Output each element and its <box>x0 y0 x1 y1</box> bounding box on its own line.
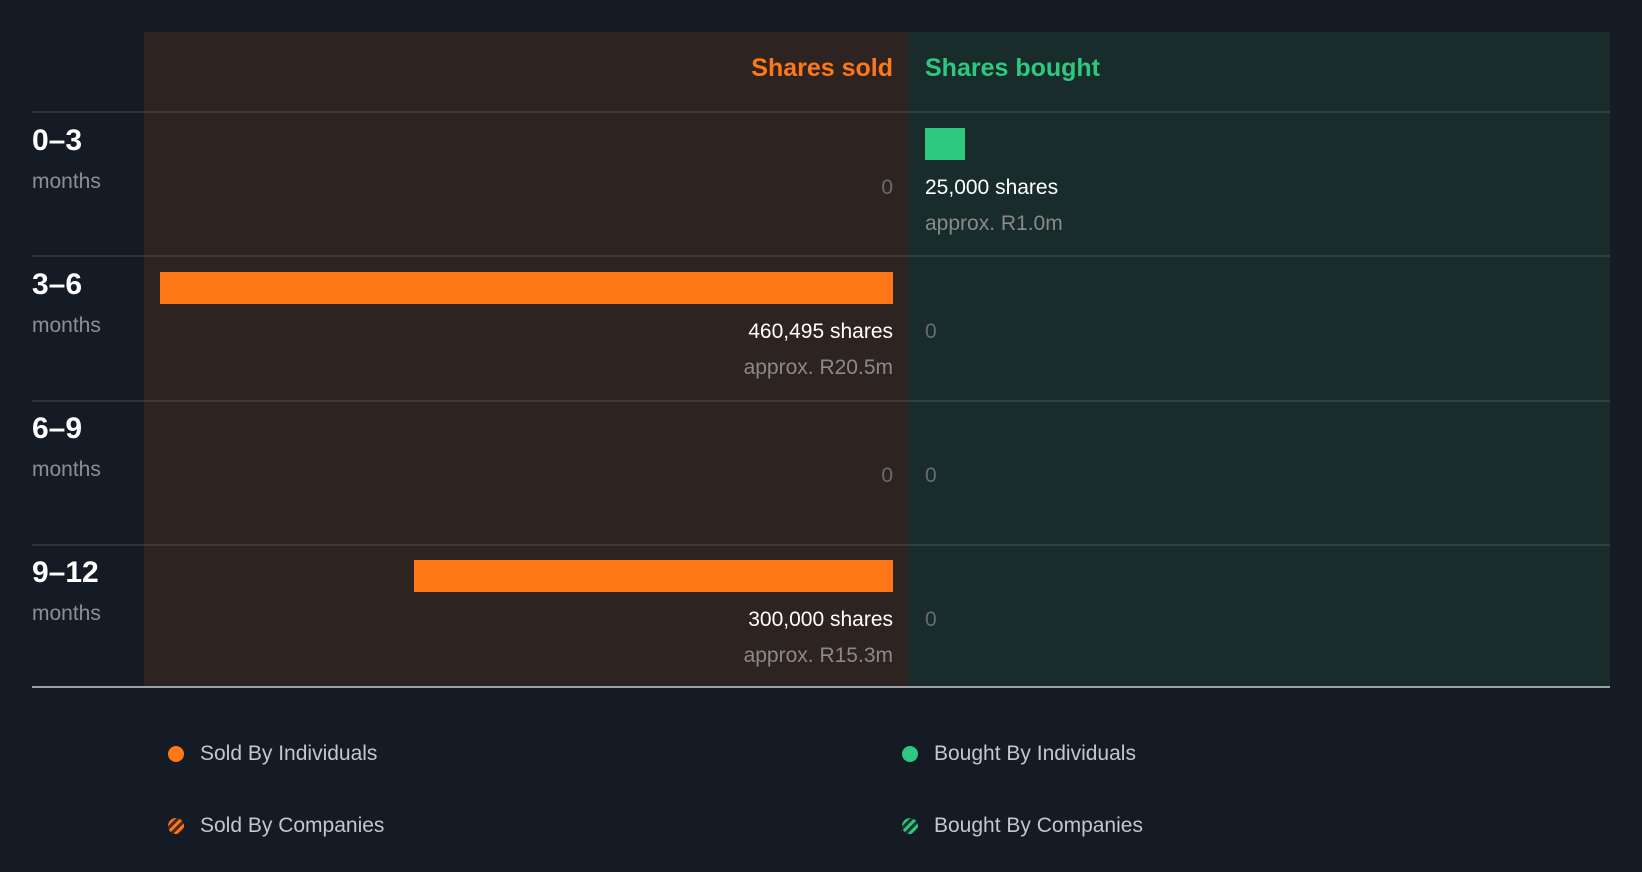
row-label-3-6: 3–6 months <box>32 268 101 338</box>
row-label-6-9: 6–9 months <box>32 412 101 482</box>
row-range: 6–9 <box>32 412 83 445</box>
divider <box>32 255 1610 257</box>
sold-bar <box>160 272 893 304</box>
bought-bar <box>925 128 965 160</box>
row-unit: months <box>32 458 101 481</box>
sold-zero-value: 0 <box>881 464 893 487</box>
sold-shares-value: 460,495 shares <box>748 320 893 343</box>
row-range: 0–3 <box>32 124 83 157</box>
bought-zero-value: 0 <box>925 320 937 343</box>
solid-orange-dot-icon <box>168 746 184 762</box>
legend-label: Bought By Companies <box>934 814 1143 837</box>
bought-approx-value: approx. R1.0m <box>925 212 1063 235</box>
divider <box>32 400 1610 402</box>
legend-label: Bought By Individuals <box>934 742 1136 765</box>
legend-bought-individuals[interactable]: Bought By Individuals <box>902 742 1136 766</box>
sold-zero-value: 0 <box>881 176 893 199</box>
legend-label: Sold By Individuals <box>200 742 378 765</box>
sold-approx-value: approx. R20.5m <box>743 356 893 379</box>
sold-bar <box>414 560 893 592</box>
row-unit: months <box>32 170 101 193</box>
striped-orange-dot-icon <box>168 818 184 834</box>
row-label-0-3: 0–3 months <box>32 124 101 194</box>
shares-sold-header: Shares sold <box>751 54 893 82</box>
row-range: 9–12 <box>32 556 99 589</box>
row-unit: months <box>32 314 101 337</box>
sold-shares-value: 300,000 shares <box>748 608 893 631</box>
shares-bought-header: Shares bought <box>925 54 1101 82</box>
divider <box>32 544 1610 546</box>
bought-shares-value: 25,000 shares <box>925 176 1059 199</box>
legend-sold-individuals[interactable]: Sold By Individuals <box>168 742 377 766</box>
legend-sold-companies[interactable]: Sold By Companies <box>168 814 384 838</box>
bought-zero-value: 0 <box>925 464 937 487</box>
legend-label: Sold By Companies <box>200 814 385 837</box>
row-label-9-12: 9–12 months <box>32 556 101 626</box>
striped-green-dot-icon <box>902 818 918 834</box>
legend-bought-companies[interactable]: Bought By Companies <box>902 814 1143 838</box>
sold-approx-value: approx. R15.3m <box>743 644 893 667</box>
row-unit: months <box>32 602 101 625</box>
shares-bought-panel <box>909 32 1610 687</box>
chart-baseline <box>32 686 1610 688</box>
row-range: 3–6 <box>32 268 83 301</box>
solid-green-dot-icon <box>902 746 918 762</box>
divider <box>32 111 1610 113</box>
bought-zero-value: 0 <box>925 608 937 631</box>
